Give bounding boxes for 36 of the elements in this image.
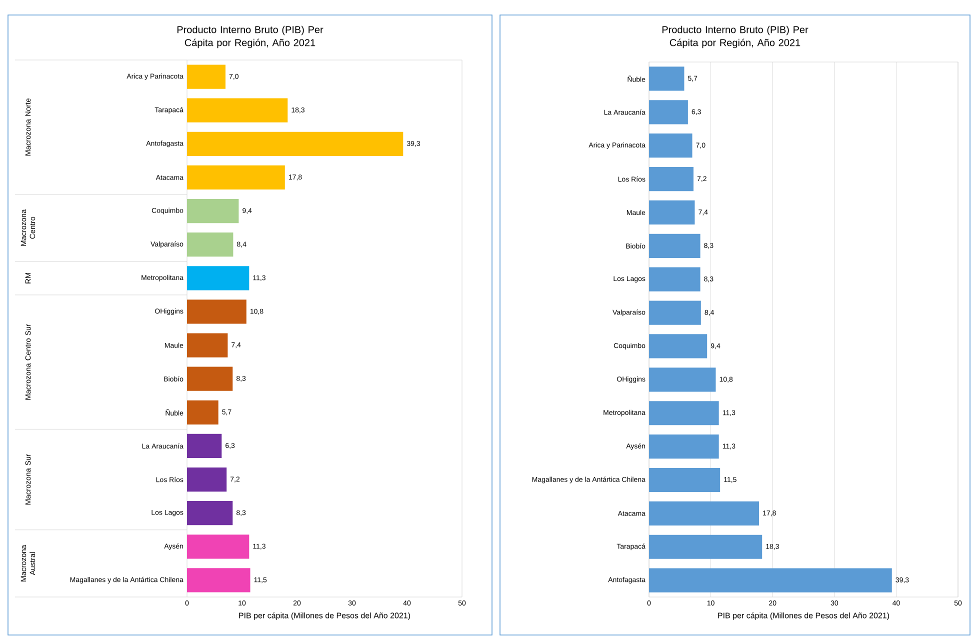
bar <box>187 98 288 122</box>
bar <box>649 434 719 459</box>
bar <box>187 400 218 424</box>
bar <box>187 434 222 458</box>
bar <box>187 132 404 156</box>
bar <box>649 501 760 526</box>
bar <box>187 198 239 224</box>
bar <box>649 200 695 225</box>
bar <box>649 66 684 91</box>
bar <box>649 234 700 258</box>
bar <box>187 366 233 391</box>
bar <box>187 534 250 559</box>
bar <box>649 334 708 358</box>
bar <box>187 568 250 592</box>
bar <box>187 266 250 290</box>
bar <box>649 368 716 392</box>
bar <box>187 232 234 257</box>
bar <box>649 534 762 559</box>
x-axis-title: PIB per cápita (Millones de Pesos del Año 2021) <box>718 612 890 620</box>
bar <box>649 568 892 592</box>
chart-title: Producto Interno Bruto (PIB) Per Cápita por Región, Año 2021 <box>662 26 808 48</box>
bar <box>187 165 285 190</box>
bar <box>649 300 701 325</box>
bar <box>649 267 700 292</box>
bar <box>187 64 226 89</box>
bar <box>649 100 688 124</box>
bar <box>187 467 227 492</box>
bar <box>187 501 233 526</box>
bar <box>649 468 720 492</box>
bar <box>649 167 694 192</box>
bar <box>187 333 228 358</box>
bar <box>187 300 246 324</box>
bar <box>649 401 719 426</box>
bar <box>649 134 692 158</box>
chart-title: Producto Interno Bruto (PIB) Per Cápita por Región, Año 2021 <box>177 26 324 48</box>
x-axis-title: PIB per cápita (Millones de Pesos del Año 2021) <box>239 612 410 620</box>
